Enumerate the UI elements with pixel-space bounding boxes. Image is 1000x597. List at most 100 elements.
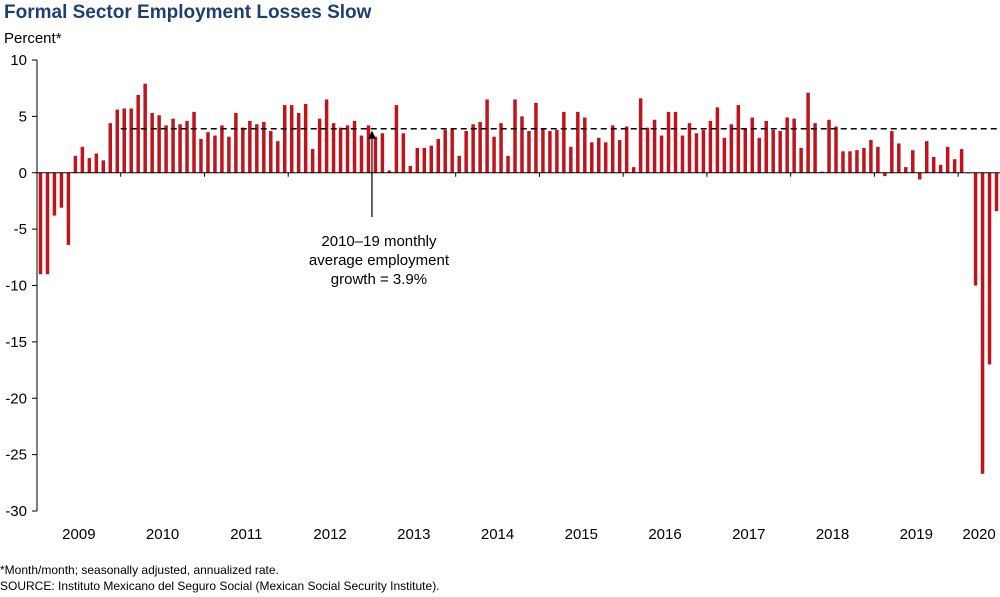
bar-2015-09	[597, 137, 601, 173]
bar-2018-07	[834, 126, 838, 173]
bar-2012-10	[352, 120, 357, 173]
bar-2019-03	[890, 131, 894, 173]
y-tick-label: 0	[19, 165, 27, 182]
bar-2016-04	[645, 127, 650, 173]
bar-2013-12	[450, 128, 454, 173]
bar-2014-03	[471, 124, 475, 173]
bar-2014-04	[478, 122, 482, 173]
bar-2018-05	[820, 171, 824, 173]
bar-2012-09	[345, 125, 350, 173]
bar-2010-01	[122, 108, 126, 173]
bar-2010-06	[157, 115, 161, 173]
bar-2013-06	[408, 165, 413, 173]
bar-2018-02	[799, 147, 803, 173]
bar-2015-05	[569, 146, 573, 173]
bar-2009-10	[101, 160, 106, 173]
bar-2013-09	[429, 145, 434, 173]
bar-2012-11	[359, 135, 364, 173]
bar-2015-01	[541, 128, 545, 173]
x-tick-label-2011: 2011	[230, 526, 262, 543]
bar-2019-08	[924, 141, 929, 173]
bar-2014-09	[513, 99, 517, 173]
bar-2015-12	[617, 140, 622, 173]
bar-2016-05	[652, 119, 657, 173]
chart-title: Formal Sector Employment Losses Slow	[4, 2, 372, 23]
x-tick-label-2019: 2019	[900, 526, 933, 543]
bar-2017-10	[771, 129, 775, 173]
bar-2015-11	[610, 125, 615, 173]
bar-2011-06	[241, 127, 245, 173]
bar-2019-04	[897, 143, 901, 173]
bar-2016-12	[701, 129, 706, 173]
bar-2017-08	[757, 137, 761, 173]
y-tick-label: -5	[14, 221, 27, 238]
bar-2014-12	[534, 102, 538, 173]
x-tick-label-2010: 2010	[146, 526, 179, 543]
bar-2014-02	[464, 131, 468, 173]
bar-2017-07	[750, 117, 755, 173]
bar-2017-09	[764, 120, 768, 173]
bar-2019-10	[938, 164, 943, 173]
bar-2009-06	[73, 155, 78, 173]
bar-2015-10	[603, 142, 608, 173]
bar-2012-06	[324, 99, 329, 173]
bar-2012-07	[331, 123, 336, 173]
bar-2010-08	[171, 118, 175, 173]
bar-2020-01	[959, 149, 964, 173]
bar-2011-05	[234, 112, 238, 173]
bar-2019-09	[931, 156, 936, 173]
source-note: SOURCE: Instituto Mexicano del Seguro So…	[0, 579, 440, 593]
bar-2011-11	[276, 141, 280, 173]
bar-2011-10	[269, 131, 273, 173]
bar-2015-08	[590, 142, 594, 173]
bar-2016-06	[659, 135, 664, 173]
bar-series	[38, 83, 999, 474]
x-tick-label-2020: 2020	[962, 526, 995, 543]
bar-2012-01	[289, 105, 294, 173]
bar-2009-12	[115, 109, 119, 173]
bar-2013-08	[422, 147, 427, 173]
bar-2020-05	[987, 172, 992, 365]
x-tick-label-2018: 2018	[816, 526, 849, 543]
bar-2017-02	[715, 107, 720, 173]
y-tick-label: -25	[5, 447, 27, 464]
bar-2019-06	[911, 150, 915, 173]
bar-2014-11	[527, 131, 531, 173]
y-tick-label: -20	[5, 390, 27, 407]
bar-2013-03	[387, 170, 392, 173]
bar-2009-03	[52, 172, 57, 216]
bar-2012-03	[303, 103, 308, 173]
bar-2017-05	[736, 105, 741, 173]
bar-2018-04	[813, 123, 817, 173]
bar-2019-02	[883, 172, 887, 177]
y-tick-label: 5	[19, 108, 27, 125]
bar-2012-04	[310, 149, 315, 173]
bar-2016-10	[687, 123, 692, 173]
annotation-text-line: growth = 3.9%	[331, 271, 427, 288]
bar-2012-08	[338, 127, 343, 173]
bar-2012-12	[366, 125, 371, 173]
bar-2018-03	[806, 92, 810, 173]
bar-2018-10	[855, 150, 859, 173]
x-tick-label-2009: 2009	[62, 526, 95, 543]
bar-2019-11	[945, 146, 950, 173]
bar-2015-06	[576, 111, 580, 173]
bar-2009-05	[66, 172, 71, 245]
bar-2010-03	[136, 94, 140, 173]
x-tick-label-2014: 2014	[481, 526, 514, 543]
bar-2011-09	[262, 122, 266, 173]
bar-2011-12	[282, 105, 287, 173]
x-tick-label-2016: 2016	[648, 526, 681, 543]
bar-2010-10	[185, 120, 189, 173]
bar-2009-08	[87, 158, 92, 173]
bar-2016-08	[673, 111, 678, 173]
bar-2015-03	[555, 129, 559, 173]
bar-2013-11	[443, 129, 447, 173]
bar-2018-12	[869, 140, 873, 173]
bar-2010-05	[150, 112, 154, 173]
bar-2009-11	[108, 123, 113, 173]
y-tick-label: 10	[10, 52, 27, 69]
bar-2010-12	[199, 138, 203, 173]
bar-2020-04	[980, 172, 985, 474]
